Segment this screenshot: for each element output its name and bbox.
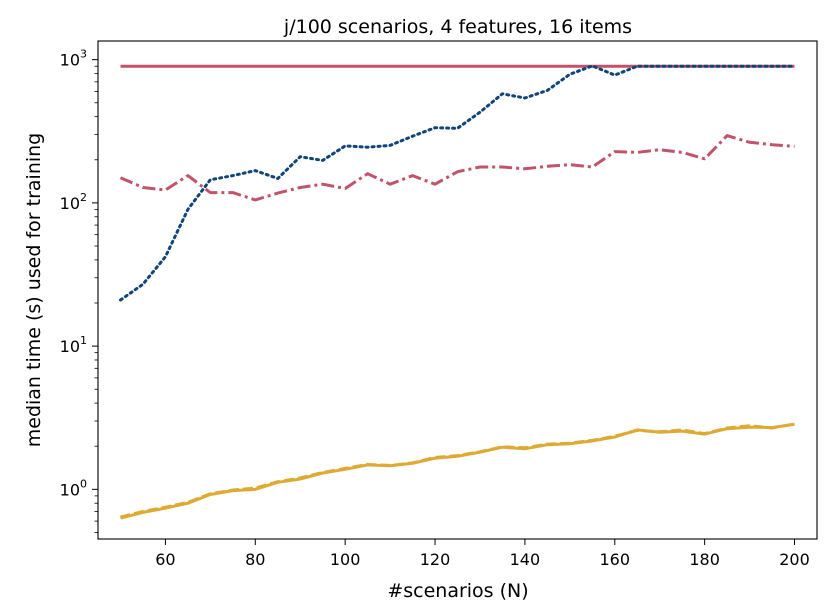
x-tick-label: 100 — [330, 550, 361, 569]
x-axis-ticks: 60 80 100 120 140 160 180 200 — [155, 539, 810, 569]
x-axis-label: #scenarios (N) — [387, 580, 528, 602]
y-tick-label: 103 — [60, 48, 87, 70]
series-line-5 — [120, 422, 795, 519]
x-tick-label: 200 — [779, 550, 810, 569]
y-axis-ticks: 100 101 102 103 — [60, 48, 98, 533]
series-line-3 — [119, 64, 796, 302]
y-tick-label: 100 — [60, 477, 87, 499]
x-tick-label: 180 — [689, 550, 720, 569]
y-tick-label: 102 — [60, 191, 87, 213]
chart-title: j/100 scenarios, 4 features, 16 items — [283, 16, 632, 38]
x-tick-label: 140 — [510, 550, 541, 569]
x-tick-label: 60 — [155, 550, 175, 569]
y-axis-label: median time (s) used for training — [23, 133, 45, 448]
x-tick-label: 80 — [245, 550, 265, 569]
series-line-2 — [119, 134, 795, 202]
plot-frame — [97, 40, 818, 540]
y-tick-label: 101 — [60, 334, 87, 356]
series-layer — [119, 64, 796, 520]
x-tick-label: 160 — [600, 550, 631, 569]
x-tick-label: 120 — [420, 550, 451, 569]
